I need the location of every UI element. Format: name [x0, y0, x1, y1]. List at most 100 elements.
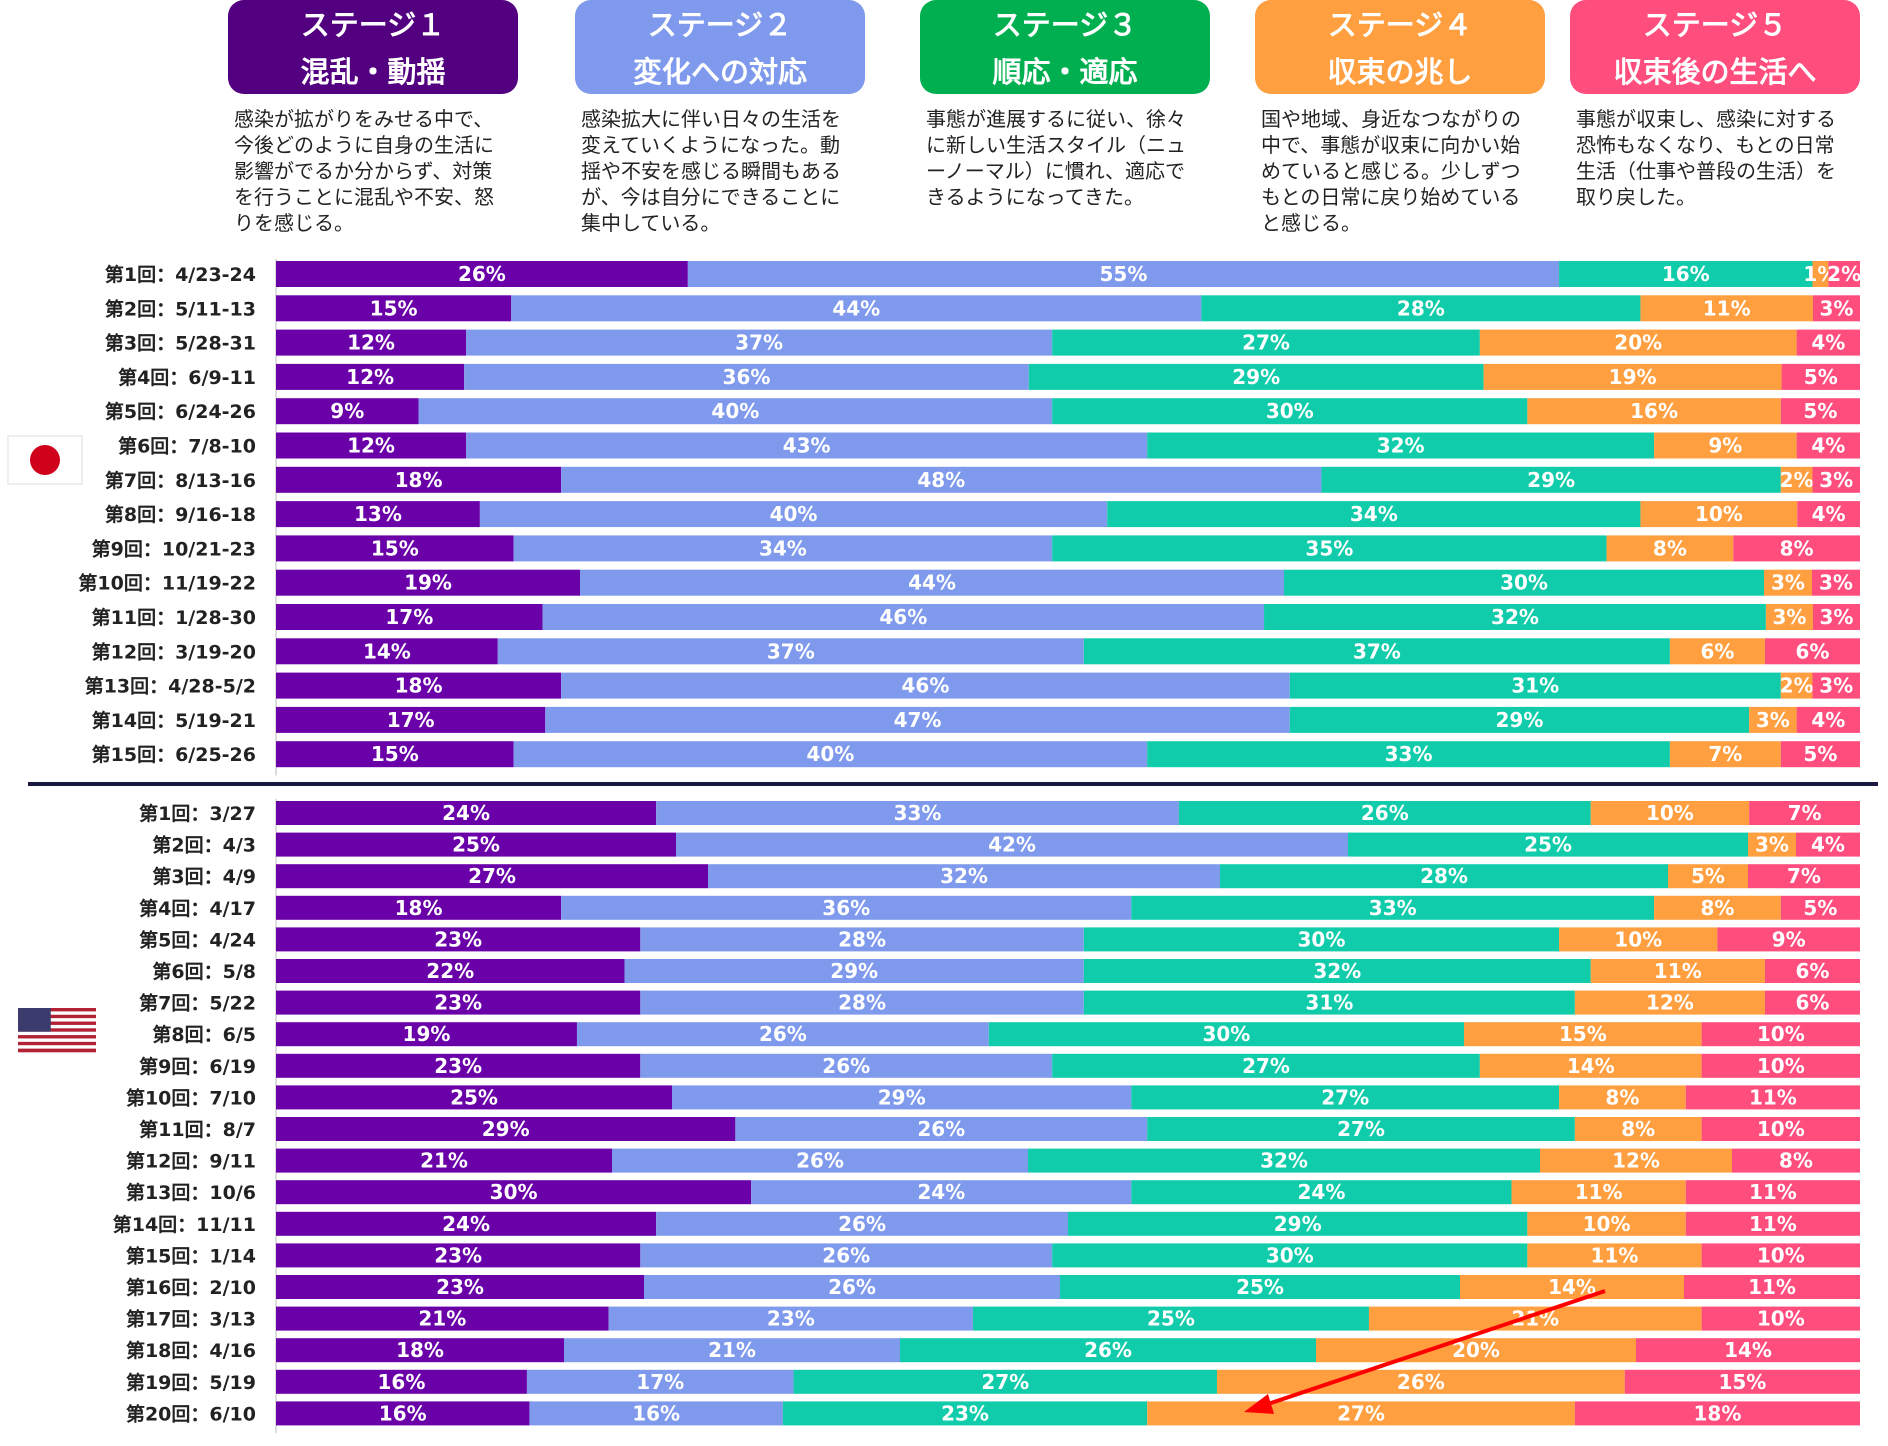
bar-segment [276, 1180, 752, 1205]
data-label: 26% [1084, 1338, 1132, 1362]
data-label: 7% [1787, 864, 1821, 888]
bar-segment [656, 801, 1179, 825]
data-label: 4% [1812, 502, 1846, 526]
bar-segment [1479, 329, 1797, 356]
bar-segment [466, 329, 1053, 356]
bar-segment [1764, 959, 1860, 983]
bar-segment [513, 741, 1148, 768]
data-label: 2% [1827, 262, 1861, 286]
bar-segment [1749, 706, 1797, 733]
data-label: 18% [395, 674, 443, 698]
bar-segment [1701, 1053, 1860, 1078]
data-label: 35% [1305, 536, 1353, 560]
bar-segment [1321, 466, 1781, 493]
data-label: 43% [783, 434, 831, 458]
bar-segment [1107, 501, 1641, 528]
data-label: 16% [1662, 262, 1710, 286]
bar-segment [1028, 363, 1484, 390]
data-label: 6% [1795, 959, 1829, 983]
data-label: 10% [1757, 1243, 1805, 1267]
bar-segment [782, 1401, 1148, 1426]
bar-segment [1052, 1053, 1480, 1078]
data-label: 27% [1337, 1117, 1385, 1141]
data-label: 3% [1771, 571, 1805, 595]
bar-segment [276, 295, 512, 322]
bar-segment [1559, 261, 1813, 287]
data-label: 14% [1724, 1338, 1772, 1362]
data-label: 32% [1313, 959, 1361, 983]
data-label: 14% [363, 639, 411, 663]
bar-segment [1479, 1053, 1702, 1078]
bar-segment [576, 1022, 989, 1047]
data-label: 5% [1803, 896, 1837, 920]
japan-flag [7, 435, 83, 485]
data-label: 30% [1202, 1022, 1250, 1046]
data-label: 24% [917, 1180, 965, 1204]
bar-segment [1083, 959, 1591, 983]
usa-flag-stripe [18, 1021, 96, 1026]
category-label: 第6回：7/8-10 [118, 435, 256, 458]
data-label: 10% [1695, 502, 1743, 526]
usa-flag-stripe [18, 1041, 96, 1046]
bar-segment [676, 832, 1348, 857]
data-label: 46% [879, 605, 927, 629]
bar-segment [793, 1369, 1217, 1394]
category-label: 第11回：1/28-30 [92, 606, 256, 629]
data-label: 33% [1385, 742, 1433, 766]
category-label: 第9回：6/19 [139, 1055, 256, 1078]
bar-segment [708, 864, 1220, 889]
bar-segment [1527, 1211, 1686, 1236]
data-label: 10% [1757, 1117, 1805, 1141]
data-label: 24% [442, 1212, 490, 1236]
bar-segment [988, 1022, 1464, 1047]
data-label: 8% [1700, 896, 1734, 920]
bar-segment [1316, 1338, 1636, 1363]
bar-segment [276, 1053, 641, 1078]
data-label: 8% [1605, 1085, 1639, 1109]
bar-segment [418, 398, 1053, 425]
data-label: 16% [632, 1401, 680, 1425]
stage-description: 事態が進展するに従い、徐々に新しい生活スタイル（ニューノーマル）に慣れ、適応でき… [926, 107, 1186, 209]
bar-segment [1764, 569, 1812, 596]
data-label: 21% [420, 1149, 468, 1173]
bar-segment [1796, 432, 1860, 459]
bar-segment [276, 1369, 527, 1394]
bar-segment [276, 1401, 530, 1426]
data-label: 37% [735, 331, 783, 355]
data-label: 42% [988, 833, 1036, 857]
data-label: 4% [1811, 434, 1845, 458]
bar-segment [1540, 1148, 1732, 1173]
category-label: 第8回：9/16-18 [105, 503, 256, 526]
data-label: 37% [1353, 639, 1401, 663]
data-label: 33% [894, 801, 942, 825]
bar-segment [1068, 1211, 1528, 1236]
bar-segment [276, 741, 514, 768]
bar-segment [1348, 832, 1748, 857]
data-label: 26% [1397, 1370, 1445, 1394]
bar-segment [1780, 672, 1813, 699]
data-label: 18% [395, 896, 443, 920]
data-label: 26% [838, 1212, 886, 1236]
data-label: 7% [1788, 801, 1822, 825]
stage-description: 国や地域、身近なつながりの中で、事態が収束に向かい始めていると感じる。少しずつも… [1261, 107, 1521, 235]
data-label: 32% [940, 864, 988, 888]
japan-flag-sun [30, 445, 60, 475]
data-label: 32% [1377, 434, 1425, 458]
data-label: 36% [723, 365, 771, 389]
stage-box: ステージ５ 収束後の生活へ [1570, 0, 1860, 94]
data-label: 11% [1703, 296, 1751, 320]
stage-2: ステージ２ 変化への対応 感染拡大に伴い日々の生活を変えていくようになった。動揺や不… [575, 0, 865, 236]
bar-segment [529, 1401, 783, 1426]
bar-segment [276, 706, 546, 733]
bar-segment [276, 927, 641, 952]
data-label: 29% [1232, 365, 1280, 389]
data-label: 9% [1708, 434, 1742, 458]
data-label: 3% [1819, 468, 1853, 492]
category-label: 第13回：4/28-5/2 [85, 675, 256, 698]
data-label: 5% [1803, 399, 1837, 423]
usa-flag-stripe [18, 1035, 96, 1039]
data-label: 22% [426, 959, 474, 983]
data-label: 25% [452, 833, 500, 857]
bar-segment [1216, 1369, 1625, 1394]
arrow-head [1244, 1394, 1274, 1414]
